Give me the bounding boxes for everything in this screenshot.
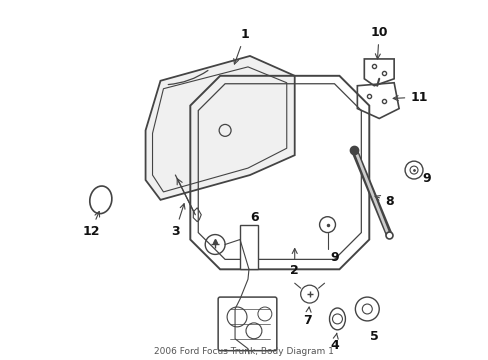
Text: 11: 11 bbox=[392, 91, 427, 104]
Text: 4: 4 bbox=[329, 333, 338, 352]
FancyBboxPatch shape bbox=[218, 297, 276, 351]
Text: 6: 6 bbox=[250, 211, 259, 224]
Text: 7: 7 bbox=[303, 307, 311, 327]
Polygon shape bbox=[145, 56, 294, 200]
Text: 8: 8 bbox=[374, 195, 393, 208]
Text: 2006 Ford Focus Trunk, Body Diagram 1: 2006 Ford Focus Trunk, Body Diagram 1 bbox=[154, 347, 333, 356]
Text: 5: 5 bbox=[369, 330, 378, 343]
Text: 2: 2 bbox=[290, 248, 299, 277]
Text: 12: 12 bbox=[82, 211, 100, 238]
Text: 10: 10 bbox=[370, 26, 387, 59]
Text: 9: 9 bbox=[329, 251, 338, 264]
Text: 1: 1 bbox=[233, 28, 249, 64]
Text: 9: 9 bbox=[422, 171, 430, 185]
FancyBboxPatch shape bbox=[240, 225, 257, 269]
Text: 3: 3 bbox=[171, 204, 184, 238]
